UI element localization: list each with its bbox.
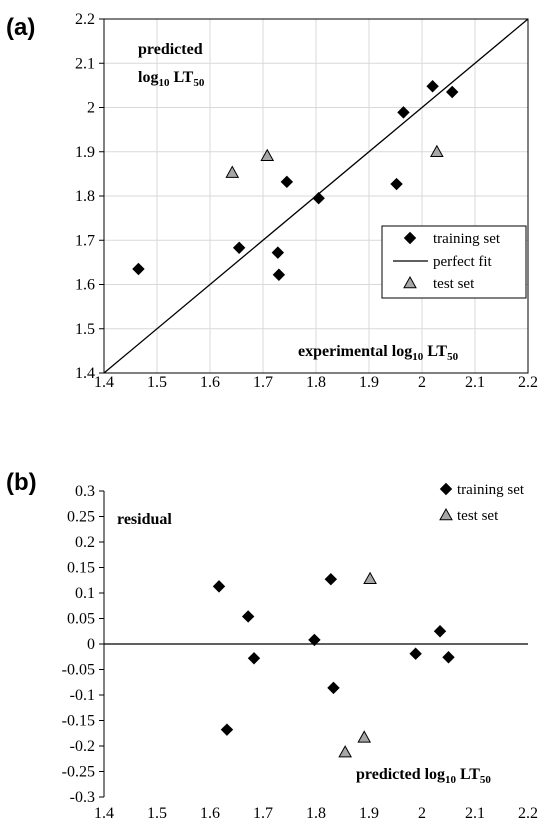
y-tick-label: 2.1 [75, 55, 95, 72]
x-tick-label: 1.5 [147, 805, 167, 822]
panel-label: (a) [6, 14, 35, 41]
x-tick-label: 2 [418, 374, 426, 391]
x-tick-label: 1.5 [147, 374, 167, 391]
data-point-test [364, 573, 376, 584]
data-point-training [328, 682, 339, 693]
x-axis-title: experimental log10 LT50 [298, 343, 459, 363]
data-point-training [248, 653, 259, 664]
x-tick-label: 1.9 [359, 374, 379, 391]
y-tick-label: 0.25 [67, 509, 95, 526]
y-tick-label: 1.9 [75, 144, 95, 161]
y-tick-label: 1.7 [75, 232, 95, 249]
data-point-training [427, 81, 438, 92]
y-tick-label: 0.3 [75, 483, 95, 500]
y-tick-label: 0.2 [75, 534, 95, 551]
x-tick-label: 1.8 [306, 374, 326, 391]
legend-label: training set [457, 482, 525, 498]
data-point-training [410, 648, 421, 659]
y-axis-title-line1: predicted [138, 41, 203, 58]
x-axis-title: predicted log10 LT50 [356, 766, 491, 786]
panel-label: (b) [6, 469, 37, 496]
chart-panel-b: (b) 0.3 0.25 0.2 0.15 0.1 0.05 0 -0.05 -0.1 -0.15 -… [6, 469, 538, 822]
data-point-training [273, 269, 284, 280]
data-point-training [133, 264, 144, 275]
y-tick-label: 1.4 [75, 365, 95, 382]
x-tick-label: 1.4 [94, 374, 114, 391]
x-tick-label: 1.6 [200, 805, 220, 822]
data-point-test [431, 146, 443, 157]
chart-panel-a: (a) 1.4 1.5 1.6 1.7 1.8 1.9 2 2.1 2.2 1.4 1.5 1.6 1.7… [6, 11, 538, 391]
x-tick-label: 1.8 [306, 805, 326, 822]
x-tick-label: 1.6 [200, 374, 220, 391]
data-point-training [221, 724, 232, 735]
y-tick-label: 1.5 [75, 321, 95, 338]
y-tick-label: 1.6 [75, 277, 95, 294]
y-tick-label: -0.15 [62, 713, 95, 730]
data-point-training [243, 611, 254, 622]
legend-label: test set [433, 276, 475, 292]
y-axis-title-line2: log10 LT50 [138, 69, 205, 89]
y-tick-label: -0.25 [62, 764, 95, 781]
legend: training set test set [440, 482, 525, 524]
y-tick-label: -0.1 [70, 687, 95, 704]
data-point-test [358, 731, 370, 742]
legend-label: perfect fit [433, 254, 493, 270]
x-tick-label: 1.7 [253, 374, 273, 391]
x-tick-label: 1.7 [253, 805, 273, 822]
data-point-training [391, 179, 402, 190]
x-tick-label: 1.4 [94, 805, 114, 822]
data-point-training [447, 87, 458, 98]
y-tick-label: -0.05 [62, 662, 95, 679]
data-point-training [234, 242, 245, 253]
data-point-training [443, 652, 454, 663]
x-tick-label: 2 [418, 805, 426, 822]
y-tick-label: -0.2 [70, 738, 95, 755]
x-tick-label: 2.1 [465, 374, 485, 391]
y-tick-label: -0.3 [70, 789, 95, 806]
data-point-training [272, 247, 283, 258]
legend: training set perfect fit test set [382, 226, 526, 298]
x-tick-label: 1.9 [359, 805, 379, 822]
legend-marker-training [441, 484, 452, 495]
series-test-set [339, 573, 376, 757]
y-tick-label: 0.15 [67, 560, 95, 577]
x-tick-label: 2.2 [518, 374, 538, 391]
data-point-test [339, 746, 351, 757]
data-point-training [325, 574, 336, 585]
legend-marker-test [440, 509, 452, 520]
y-tick-label: 2 [87, 100, 95, 117]
series-training-set [214, 574, 454, 735]
x-tick-label: 2.2 [518, 805, 538, 822]
y-tick-label: 2.2 [75, 11, 95, 28]
y-tick-label: 1.8 [75, 188, 95, 205]
data-point-training [398, 107, 409, 118]
data-point-training [214, 581, 225, 592]
data-point-training [435, 626, 446, 637]
legend-label: test set [457, 508, 499, 524]
y-tick-label: 0 [87, 636, 95, 653]
x-tick-label: 2.1 [465, 805, 485, 822]
series-test-set [226, 146, 443, 178]
legend-label: training set [433, 231, 501, 247]
y-axis-title: residual [117, 511, 172, 528]
y-tick-label: 0.05 [67, 611, 95, 628]
data-point-test [226, 167, 238, 178]
y-tick-label: 0.1 [75, 585, 95, 602]
data-point-training [281, 176, 292, 187]
